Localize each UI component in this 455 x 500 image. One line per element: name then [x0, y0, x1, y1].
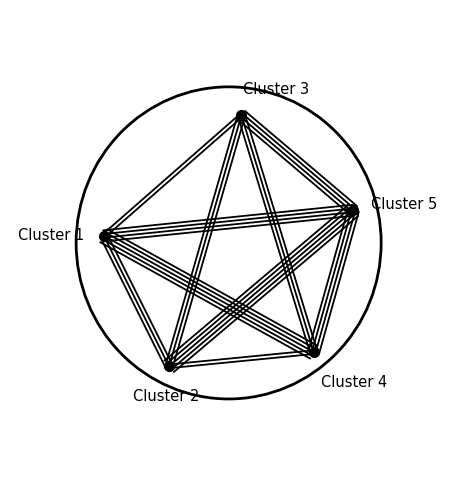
Text: Cluster 1: Cluster 1 [18, 228, 84, 244]
Text: Cluster 2: Cluster 2 [133, 389, 199, 404]
Text: Cluster 5: Cluster 5 [370, 197, 437, 212]
Text: Cluster 3: Cluster 3 [243, 82, 309, 97]
Text: Cluster 4: Cluster 4 [321, 375, 387, 390]
